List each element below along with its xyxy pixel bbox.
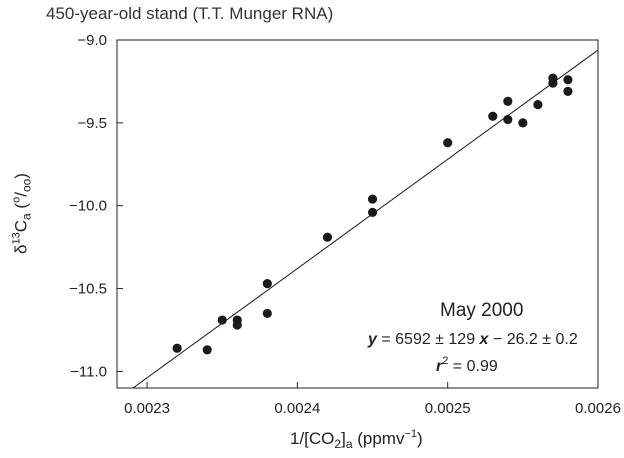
x-tick-label: 0.0026 [575, 400, 621, 417]
data-point [322, 232, 333, 242]
data-point [503, 96, 513, 106]
plot-frame [116, 39, 599, 389]
data-point [518, 118, 528, 128]
x-axis-label: 1/[CO2]a (ppmv−1) [290, 428, 423, 451]
data-point [232, 320, 242, 330]
axis-ticks: 0.0023 0.0024 0.0025 0.0026 −9.0 −9.5 −10.0 −10… [69, 32, 621, 417]
chart-title: 450-year-old stand (T.T. Munger RNA) [46, 4, 334, 23]
data-point [172, 343, 182, 353]
data-point [488, 111, 498, 121]
fit-line-layer [132, 49, 599, 389]
data-point [367, 194, 378, 204]
x-tick-label: 0.0024 [274, 400, 320, 417]
data-point [548, 78, 558, 88]
annotation-title: May 2000 [440, 300, 524, 321]
y-tick-label: −10.5 [69, 281, 107, 298]
x-tick-label: 0.0023 [124, 400, 170, 417]
data-point [443, 138, 453, 148]
y-tick-label: −11.0 [70, 363, 107, 380]
regression-line [132, 49, 599, 389]
annotation-r-squared: r2 = 0.99 [436, 355, 498, 375]
data-point [217, 315, 227, 325]
data-point [202, 345, 212, 355]
y-tick-label: −10.0 [69, 198, 107, 215]
data-point [262, 279, 272, 289]
data-point [533, 100, 543, 110]
data-points [172, 73, 573, 355]
x-tick-label: 0.0025 [425, 400, 471, 417]
data-point [563, 86, 573, 96]
y-tick-label: −9.0 [77, 32, 107, 49]
data-point [367, 207, 378, 217]
data-point [503, 114, 513, 125]
data-point [262, 308, 272, 319]
data-point [563, 75, 573, 85]
y-tick-label: −9.5 [77, 115, 107, 132]
annotation-equation: y = 6592 ± 129 x − 26.2 ± 0.2 [368, 331, 578, 348]
y-axis-label: δ13Ca (o/oo) [10, 173, 34, 254]
